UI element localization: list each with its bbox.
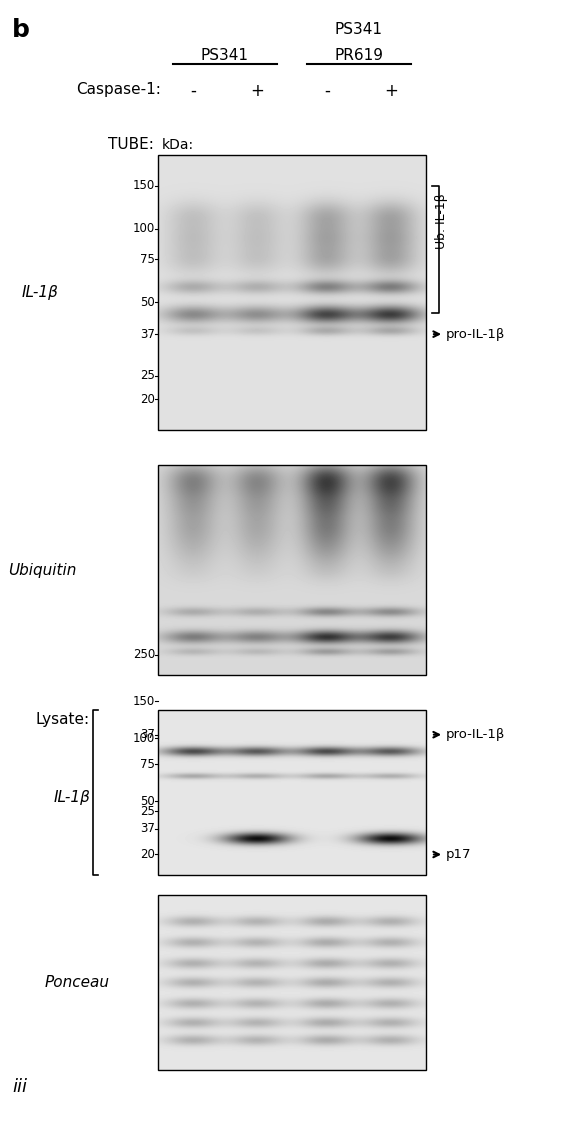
Text: 25: 25 [140,369,155,382]
Text: 150: 150 [133,179,155,192]
Text: pro-IL-1β: pro-IL-1β [446,728,505,741]
Text: 75: 75 [140,758,155,771]
Text: p17: p17 [446,848,472,861]
Text: 37: 37 [140,327,155,341]
Text: TUBE:: TUBE: [108,137,154,152]
Text: 37: 37 [140,728,155,741]
Text: 50: 50 [140,296,155,308]
Text: 75: 75 [140,253,155,266]
Bar [158,896,426,1070]
Text: 150: 150 [133,695,155,708]
Text: -: - [190,82,196,100]
Text: 25: 25 [140,804,155,818]
Text: IL-1β: IL-1β [53,790,90,806]
Text: 20: 20 [140,393,155,406]
Text: b: b [12,18,30,42]
Text: PS341: PS341 [201,48,249,63]
Text: 100: 100 [133,731,155,745]
Text: PS341: PS341 [335,22,383,37]
Text: Ubiquitin: Ubiquitin [8,562,76,577]
Text: Ub. IL-1β: Ub. IL-1β [436,193,448,250]
Bar [158,710,426,875]
Text: pro-IL-1β: pro-IL-1β [446,327,505,341]
Text: Ponceau: Ponceau [45,975,110,990]
Text: Caspase-1:: Caspase-1: [76,82,161,97]
Text: 250: 250 [133,648,155,662]
Text: 100: 100 [133,222,155,235]
Bar [158,465,426,675]
Text: 37: 37 [140,822,155,836]
Bar [158,155,426,430]
Text: PR619: PR619 [334,48,383,63]
Text: IL-1β: IL-1β [22,285,59,300]
Text: -: - [324,82,330,100]
Text: kDa:: kDa: [162,138,194,152]
Text: +: + [250,82,264,100]
Text: Lysate:: Lysate: [36,712,90,727]
Text: iii: iii [12,1078,27,1096]
Text: 20: 20 [140,848,155,861]
Text: 50: 50 [140,795,155,808]
Text: +: + [384,82,398,100]
